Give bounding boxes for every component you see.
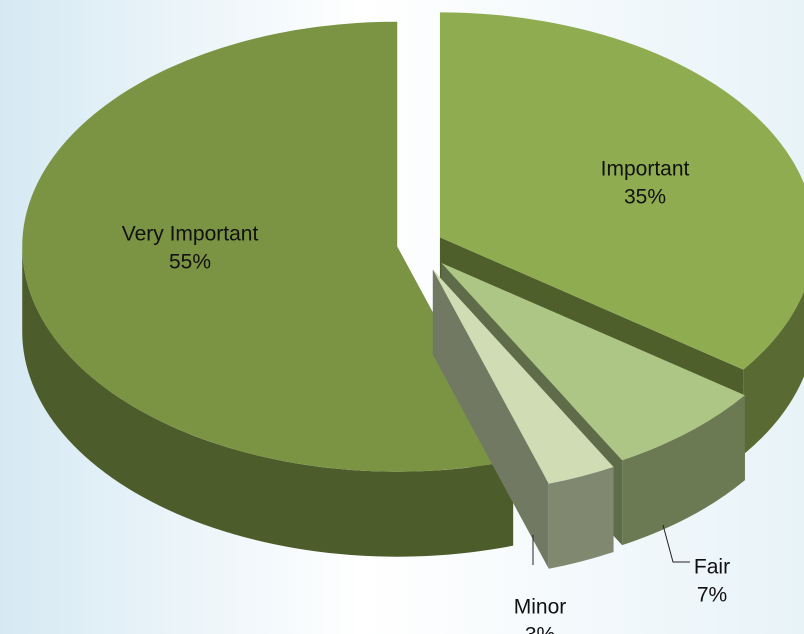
- slice: [22, 21, 514, 472]
- leader-line: [662, 524, 690, 563]
- slice-side: [743, 291, 804, 455]
- slice-label: Minor: [514, 596, 567, 619]
- slice-side: [548, 466, 614, 569]
- slice-value-label: 7%: [697, 584, 727, 607]
- slice: [439, 12, 804, 370]
- slice-side: [622, 395, 745, 546]
- slice-value-label: 55%: [169, 251, 211, 274]
- slice-side: [432, 269, 549, 569]
- slice-side: [22, 246, 514, 557]
- slice-value-label: 35%: [624, 186, 666, 209]
- slice-label: Fair: [694, 556, 730, 579]
- slice: [441, 263, 745, 461]
- slice-label: Important: [601, 158, 690, 181]
- slice-value-label: 3%: [525, 624, 555, 634]
- slice-label: Very Important: [122, 223, 259, 246]
- slice: [432, 269, 614, 484]
